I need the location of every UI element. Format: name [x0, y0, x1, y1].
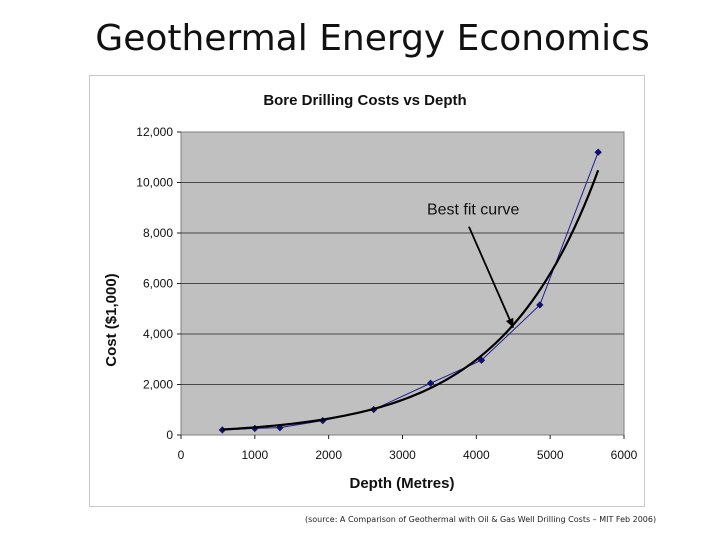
y-axis-title: Cost ($1,000): [103, 273, 120, 366]
annotation-label: Best fit curve: [427, 202, 520, 219]
x-axis-title: Depth (Metres): [349, 475, 454, 492]
data-point: [594, 148, 602, 156]
x-tick-label: 5000: [537, 448, 564, 462]
y-tick-label: 10,000: [136, 176, 173, 190]
bore-drilling-chart: Bore Drilling Costs vs Depth 0 2,000 4,000…: [103, 92, 638, 492]
source-note: (source: A Comparison of Geothermal with…: [305, 515, 657, 524]
trendline-layer: [222, 169, 600, 431]
y-axis-ticks: 0 2,000 4,000 6,000 8,000 10,000 12,000: [136, 125, 181, 442]
y-tick-label: 2,000: [143, 378, 173, 392]
x-tick-label: 0: [178, 448, 185, 462]
chart-title: Bore Drilling Costs vs Depth: [263, 92, 466, 109]
y-tick-label: 0: [166, 428, 173, 442]
x-tick-label: 6000: [611, 448, 638, 462]
x-axis-ticks: 0 1000 2000 3000 4000 5000 6000: [178, 435, 638, 462]
x-tick-label: 4000: [463, 448, 490, 462]
data-point: [426, 379, 435, 387]
y-tick-label: 8,000: [143, 226, 173, 240]
x-tick-label: 2000: [315, 448, 342, 462]
x-tick-label: 3000: [389, 448, 416, 462]
y-tick-label: 12,000: [136, 125, 173, 139]
y-tick-label: 6,000: [143, 277, 173, 291]
data-point: [536, 301, 544, 309]
annotation-arrowhead: [505, 317, 514, 328]
annotation-arrow: [468, 226, 515, 329]
data-point: [477, 356, 486, 365]
x-tick-label: 1000: [241, 448, 268, 462]
slide-title: Geothermal Energy Economics: [95, 18, 650, 59]
gridlines: [181, 182, 624, 385]
y-tick-label: 4,000: [143, 327, 173, 341]
annotation-layer: Best fit curve: [427, 202, 520, 329]
best-fit-curve: [222, 169, 600, 431]
